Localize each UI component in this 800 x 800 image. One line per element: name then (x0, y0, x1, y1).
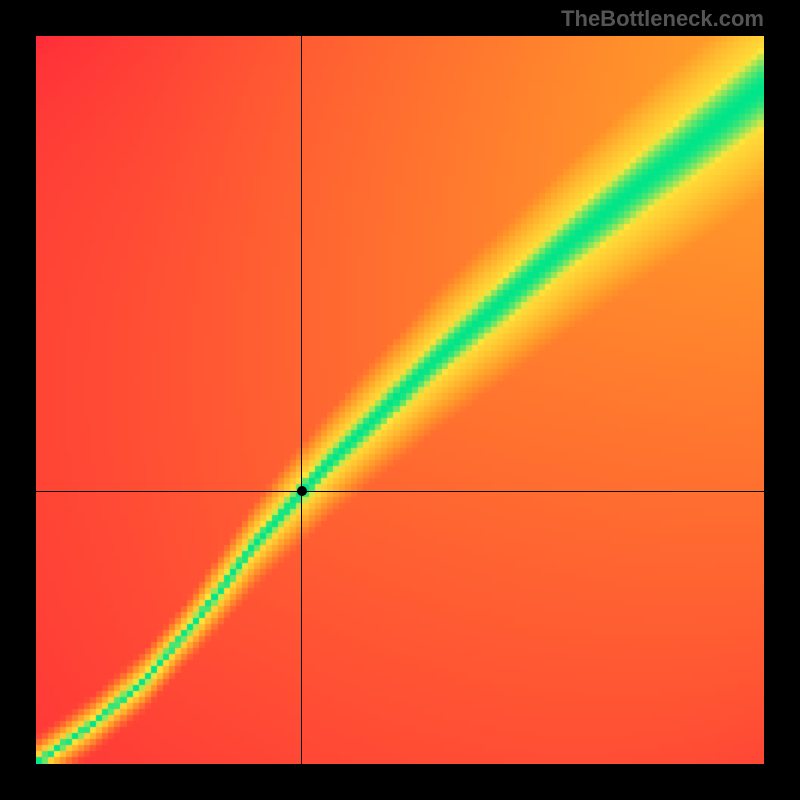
watermark-text: TheBottleneck.com (561, 6, 764, 32)
heatmap-canvas (36, 36, 764, 764)
crosshair-horizontal (36, 491, 764, 492)
crosshair-marker (297, 486, 307, 496)
crosshair-vertical (301, 36, 302, 764)
plot-area (36, 36, 764, 764)
outer-frame: TheBottleneck.com (0, 0, 800, 800)
